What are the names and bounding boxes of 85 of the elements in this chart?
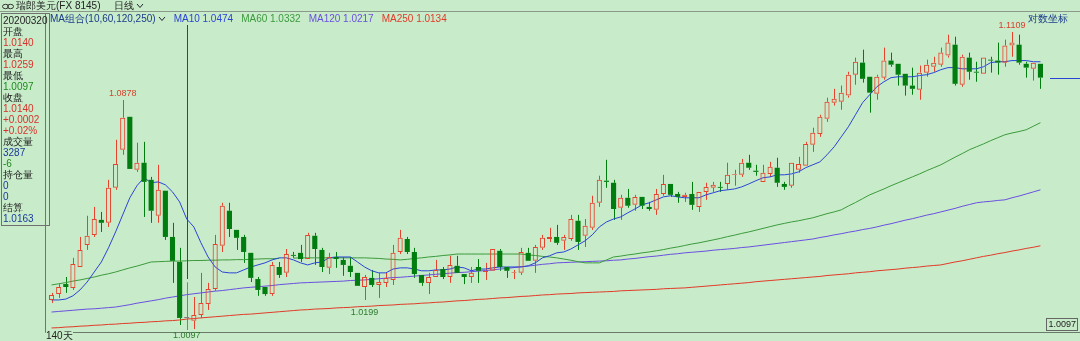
candlestick	[141, 141, 147, 218]
candlestick	[98, 211, 104, 233]
chart-subtitle: 日线	[114, 0, 135, 11]
candlestick	[354, 272, 361, 286]
candlestick	[404, 236, 410, 255]
candlestick	[625, 188, 631, 209]
candlestick	[895, 63, 901, 87]
candlestick	[475, 258, 481, 284]
candlestick	[183, 281, 190, 331]
text: MA120 1.0217	[308, 13, 374, 24]
candlestick	[973, 61, 979, 83]
candlestick	[781, 181, 787, 191]
annotation: 140天	[46, 330, 73, 341]
legend-title: MA组合(10,60,120,250)	[50, 13, 156, 24]
text: 收盘	[3, 92, 24, 103]
annotation: 1.0878	[108, 88, 137, 99]
candlestick	[746, 154, 752, 171]
text: 20200320	[3, 15, 49, 26]
candlestick	[255, 276, 261, 297]
text: 0	[3, 180, 10, 191]
text: -6	[3, 158, 13, 169]
annotation: 1.0199	[350, 306, 379, 317]
text: MA250 1.0134	[381, 13, 447, 24]
candlestick	[276, 261, 282, 279]
candlestick	[461, 274, 467, 285]
candlestick	[454, 255, 460, 273]
text: +0.02%	[3, 125, 39, 136]
text: 0	[3, 191, 10, 202]
candlestick	[312, 232, 318, 266]
text: 1.0097	[1046, 318, 1078, 331]
annotation: 1.1109	[998, 19, 1026, 30]
candlestick	[689, 181, 695, 211]
candlestick	[774, 157, 780, 188]
text: 1.0140	[3, 103, 35, 114]
text: 1.0163	[3, 213, 35, 224]
text: 开盘	[3, 26, 24, 37]
candlestick	[860, 49, 866, 84]
candlestick	[995, 42, 1001, 76]
candlestick	[63, 276, 69, 294]
candlestick	[148, 176, 154, 224]
candlestick	[611, 179, 617, 221]
text: 最低	[3, 70, 24, 81]
candlestick	[1016, 34, 1022, 66]
text: +0.0002	[3, 114, 41, 125]
text: 持仓量	[3, 169, 34, 180]
text: 结算	[3, 202, 24, 213]
text: MA10 1.0474	[173, 13, 234, 24]
candlestick	[952, 36, 958, 87]
candlestick	[988, 56, 994, 74]
candlestick	[867, 76, 873, 114]
candlestick	[547, 227, 553, 243]
candlestick	[248, 252, 254, 283]
candlestick	[169, 222, 176, 284]
candlestick	[319, 247, 325, 273]
candlestick	[888, 52, 894, 68]
candlestick	[639, 196, 645, 210]
candlestick	[966, 52, 972, 81]
candlestick	[440, 266, 446, 280]
text: 最高	[3, 48, 24, 59]
text: 1.0140	[3, 37, 35, 48]
candlestick	[162, 190, 168, 241]
candlestick	[525, 247, 531, 261]
candlestick	[418, 274, 425, 287]
candlestick	[554, 224, 560, 246]
text: 1.0097	[3, 81, 35, 92]
candlestick	[504, 266, 510, 279]
candlestick	[262, 287, 268, 297]
chart-title: 瑞郎美元(FX 8145)	[16, 0, 101, 11]
annotation: 1.0097	[172, 329, 201, 340]
candlestick	[241, 234, 247, 264]
candlestick	[226, 202, 232, 238]
candlestick	[333, 251, 339, 269]
candlestick	[127, 116, 133, 169]
text: 3287	[3, 147, 27, 158]
candlestick	[1023, 61, 1029, 79]
candlestick	[233, 229, 240, 251]
candlestick	[177, 247, 183, 326]
candlestick	[902, 73, 908, 97]
text: 成交量	[3, 136, 34, 147]
text: MA60 1.0332	[241, 13, 301, 24]
text: 对数坐标	[1028, 12, 1068, 26]
candlestick	[298, 244, 304, 263]
candlestick	[1037, 63, 1043, 90]
candlestick	[575, 214, 581, 251]
text: 1.0259	[3, 59, 35, 70]
